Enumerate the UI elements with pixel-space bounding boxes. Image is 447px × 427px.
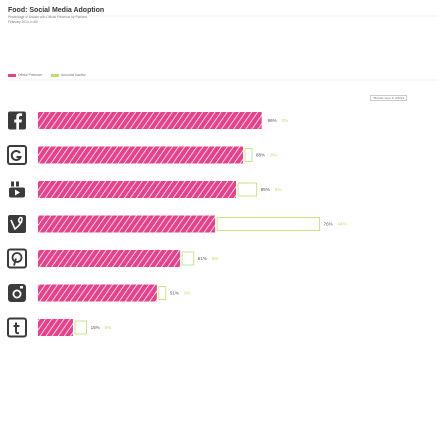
chart-row: 51% 3% xyxy=(8,284,190,302)
bar-official-presence xyxy=(38,181,237,198)
youtube-icon xyxy=(9,181,25,198)
bar-official-presence xyxy=(38,112,262,129)
value-label-inactive: 5% xyxy=(212,256,219,261)
value-label-official: 61% xyxy=(198,256,207,261)
chart-header: Food: Social Media Adoption Percentage o… xyxy=(8,6,308,25)
value-label-inactive: 3% xyxy=(184,291,191,296)
chart-note: *Brands were in 2/2013 xyxy=(370,95,408,101)
value-label-official: 15% xyxy=(91,325,100,330)
bar-accounts-inactive xyxy=(244,148,253,162)
bar-accounts-inactive xyxy=(74,320,87,335)
bar-accounts-inactive xyxy=(216,217,320,231)
bar-accounts-inactive xyxy=(181,251,195,266)
value-label-official: 76% xyxy=(324,222,333,227)
instagram-icon xyxy=(8,284,26,302)
value-label-official: 96% xyxy=(268,118,277,123)
legend-item-primary: Official Presence xyxy=(8,73,43,77)
bar-official-presence xyxy=(38,146,244,164)
chart-row: 88% 3% xyxy=(7,145,277,165)
bar-accounts-inactive xyxy=(237,182,258,197)
chart-legend: Official Presence Accounts Inactive xyxy=(8,73,94,79)
vine-icon xyxy=(8,215,26,233)
legend-item-secondary: Accounts Inactive xyxy=(50,73,86,77)
bar-official-presence xyxy=(38,284,157,302)
bar-official-presence xyxy=(38,319,73,336)
value-label-inactive: 3% xyxy=(270,153,277,158)
facebook-icon xyxy=(8,111,26,130)
chart-row: 96% 0% xyxy=(8,111,289,130)
value-label-inactive: 5% xyxy=(105,325,112,330)
pinterest-icon xyxy=(7,248,27,269)
chart-row: 15% 5% xyxy=(7,317,112,338)
legend-swatch-primary xyxy=(8,73,16,77)
chart-title: Food: Social Media Adoption xyxy=(8,7,105,14)
value-label-inactive: 8% xyxy=(275,187,282,192)
chart-sample: February 2014, n=80 xyxy=(8,20,38,24)
google-plus-icon xyxy=(7,145,27,165)
value-label-inactive: 44% xyxy=(338,222,347,227)
legend-label-secondary: Accounts Inactive xyxy=(60,73,86,77)
tumblr-icon xyxy=(7,317,27,338)
chart-row: 76% 44% xyxy=(8,215,347,233)
chart-row: 61% 5% xyxy=(7,248,219,269)
legend-label-primary: Official Presence xyxy=(18,73,43,77)
value-label-official: 51% xyxy=(170,291,179,296)
value-label-official: 85% xyxy=(261,187,270,192)
chart-row: 85% 8% xyxy=(9,181,281,198)
bar-official-presence xyxy=(38,215,216,233)
value-label-inactive: 0% xyxy=(282,118,289,123)
value-label-official: 88% xyxy=(256,153,265,158)
legend-swatch-secondary xyxy=(50,73,59,77)
bar-official-presence xyxy=(38,250,181,267)
bar-accounts-inactive xyxy=(158,286,167,300)
chart-subtitle: Percentage of Brands with Official Prese… xyxy=(8,15,88,19)
